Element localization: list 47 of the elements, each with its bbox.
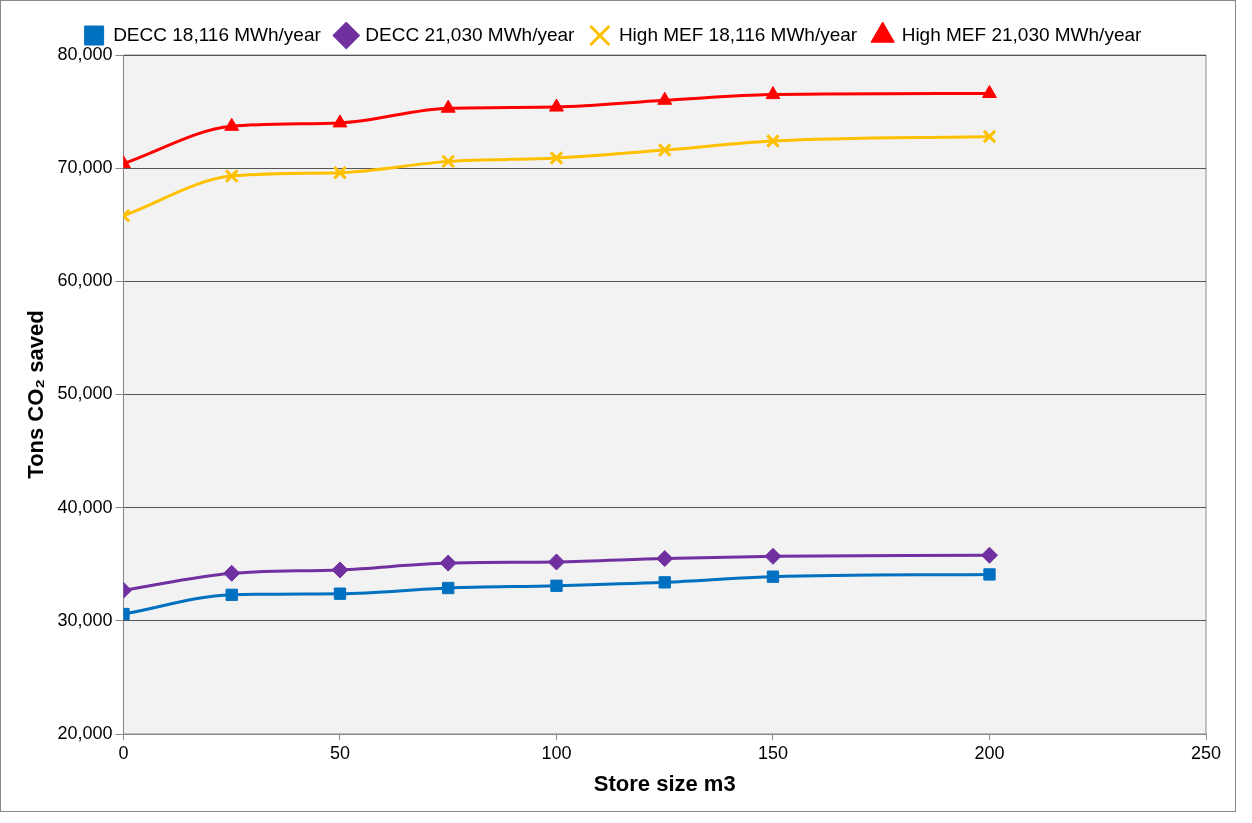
y-tick-label: 50,000: [57, 383, 113, 404]
legend-label: DECC 21,030 MWh/year: [365, 23, 576, 45]
legend-label: DECC 18,116 MWh/year: [113, 23, 322, 45]
y-axis-title: Tons CO₂ saved: [23, 310, 49, 479]
point: [331, 561, 349, 579]
point: [982, 84, 997, 98]
y-tick-label: 80,000: [57, 43, 113, 64]
x-tick-label: 200: [974, 742, 1005, 763]
point: [225, 588, 238, 601]
legend-label: High MEF 18,116 MWh/year: [618, 23, 858, 45]
y-tick-label: 20,000: [57, 722, 113, 743]
point: [439, 554, 457, 572]
x-tick-label: 250: [1190, 742, 1222, 763]
legend-label: High MEF 21,030 MWh/year: [901, 23, 1143, 45]
x-axis-title: Store size m3: [593, 770, 736, 796]
point: [332, 165, 348, 180]
point: [657, 91, 673, 105]
y-tick-label: 70,000: [57, 157, 113, 178]
point: [224, 117, 240, 131]
x-tick-label: 100: [541, 742, 572, 763]
y-tick-label: 40,000: [57, 496, 113, 517]
point: [549, 98, 564, 112]
point: [982, 129, 997, 144]
point: [333, 587, 347, 600]
y-tick-label: 30,000: [57, 609, 113, 630]
point: [223, 564, 241, 582]
x-tick-label: 150: [757, 742, 789, 763]
point: [983, 568, 996, 581]
point: [657, 142, 672, 158]
point: [440, 99, 456, 113]
point: [441, 154, 456, 169]
point: [224, 168, 239, 184]
point: [765, 86, 781, 100]
point: [332, 114, 348, 128]
point: [549, 150, 564, 166]
point: [980, 546, 998, 564]
x-tick-label: 0: [118, 742, 129, 763]
point: [656, 550, 674, 568]
point: [764, 547, 782, 565]
point: [442, 581, 455, 595]
point: [547, 553, 565, 571]
point: [766, 570, 780, 583]
y-tick-label: 60,000: [57, 270, 113, 291]
point: [658, 576, 671, 589]
point: [765, 133, 781, 149]
x-tick-label: 50: [329, 742, 350, 763]
point: [550, 579, 563, 592]
